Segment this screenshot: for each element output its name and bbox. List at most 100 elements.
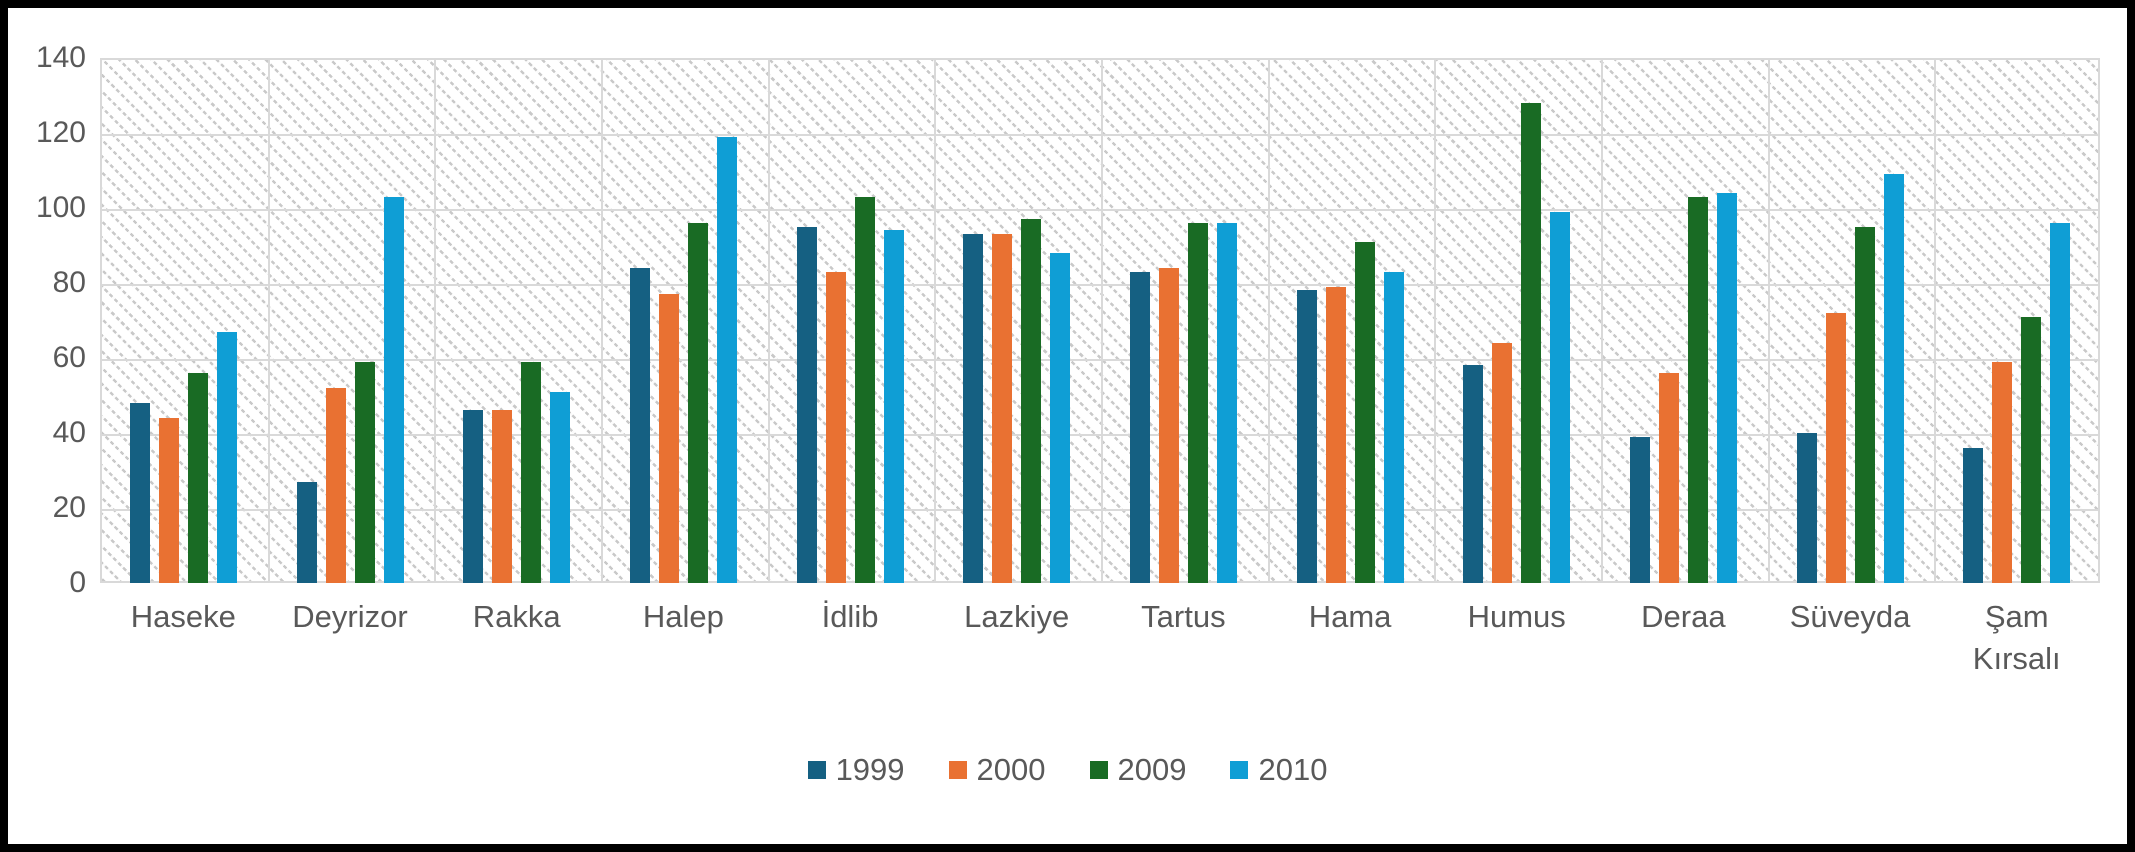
bar-deraa-2010 [1716, 193, 1737, 583]
horizontal-gridline [102, 284, 2098, 286]
y-axis-tick-label: 20 [52, 491, 86, 524]
bar-tartus-2010 [1216, 223, 1237, 583]
bar-deyrizor-2000 [325, 388, 346, 583]
bar-deyrizor-1999 [296, 482, 317, 583]
legend-item-2000: 2000 [948, 750, 1046, 790]
x-axis-label-tartus: Tartus [1141, 599, 1226, 634]
bar-i̇dlib-2010 [883, 230, 904, 583]
legend-swatch-1999 [807, 761, 826, 779]
vertical-gridline [1267, 60, 1270, 581]
bar-lazkiye-2000 [992, 234, 1013, 583]
vertical-gridline [767, 60, 770, 581]
legend: 1999 2000 2009 2010 [8, 750, 2127, 790]
bar-deyrizor-2009 [354, 362, 375, 583]
bar-group-deyrizor [267, 58, 434, 583]
bar-humus-2000 [1492, 343, 1513, 583]
horizontal-gridline [102, 509, 2098, 511]
x-axis-label-deyrizor: Deyrizor [292, 599, 408, 634]
bar-group-hama [1267, 58, 1434, 583]
bar-hama-2000 [1325, 287, 1346, 583]
bar-group-rakka [433, 58, 600, 583]
bar-humus-2010 [1550, 212, 1571, 583]
y-axis-tick-label: 60 [52, 341, 86, 374]
bar-süveyda-1999 [1796, 433, 1817, 583]
bar-group-tartus [1100, 58, 1267, 583]
bar-group-humus [1433, 58, 1600, 583]
legend-label: 2000 [976, 752, 1046, 787]
bar-deraa-1999 [1629, 437, 1650, 583]
bar-humus-1999 [1463, 365, 1484, 583]
x-axis: Haseke Deyrizor Rakka Halep İdlib Lazkiye Tart… [100, 596, 2100, 680]
x-axis-label-deraa: Deraa [1641, 599, 1726, 634]
bar-şam-kırsalı-1999 [1963, 448, 1984, 583]
bar-lazkiye-1999 [963, 234, 984, 583]
horizontal-gridline [102, 209, 2098, 211]
y-axis-tick-label: 80 [52, 266, 86, 299]
y-axis-tick-label: 140 [35, 41, 86, 74]
vertical-gridline [1101, 60, 1103, 581]
bar-group-şam-kırsalı [1933, 58, 2100, 583]
x-axis-label-şam-kırsalı: Şam Kırsalı [1972, 599, 2061, 676]
bar-group-i̇dlib [767, 58, 934, 583]
bar-rakka-2010 [550, 392, 571, 583]
x-axis-label-humus: Humus [1467, 599, 1566, 634]
bar-deraa-2000 [1658, 373, 1679, 583]
legend-swatch-2010 [1230, 761, 1249, 779]
horizontal-gridline [102, 134, 2098, 136]
legend-label: 2009 [1117, 752, 1187, 787]
bar-rakka-1999 [463, 410, 484, 583]
bar-halep-2010 [716, 137, 737, 583]
x-axis-label-rakka: Rakka [472, 599, 561, 634]
x-axis-label-halep: Halep [642, 599, 724, 634]
bar-halep-2009 [687, 223, 708, 583]
bar-şam-kırsalı-2010 [2050, 223, 2071, 583]
bar-tartus-2009 [1187, 223, 1208, 583]
bar-şam-kırsalı-2000 [1992, 362, 2013, 583]
bar-i̇dlib-2009 [854, 197, 875, 583]
bar-rakka-2009 [521, 362, 542, 583]
bar-i̇dlib-2000 [825, 272, 846, 583]
horizontal-gridline [102, 359, 2098, 361]
bar-şam-kırsalı-2009 [2021, 317, 2042, 583]
bar-groups [100, 58, 2100, 583]
legend-swatch-2000 [948, 761, 967, 779]
legend-item-2010: 2010 [1230, 750, 1327, 790]
horizontal-gridline [102, 434, 2098, 436]
bar-süveyda-2009 [1854, 227, 1875, 583]
bar-group-halep [600, 58, 767, 583]
vertical-gridline [1434, 60, 1437, 581]
bar-group-süveyda [1767, 58, 1934, 583]
x-axis-label-süveyda: Süveyda [1789, 599, 1911, 634]
bar-lazkiye-2010 [1050, 253, 1071, 583]
bar-group-lazkiye [933, 58, 1100, 583]
y-axis: 140 120 100 80 60 40 20 0 [8, 41, 86, 599]
y-axis-tick-label: 100 [35, 191, 86, 224]
y-axis-tick-label: 40 [52, 416, 86, 449]
bar-rakka-2000 [492, 410, 513, 583]
legend-label: 1999 [835, 752, 905, 787]
bar-halep-2000 [658, 294, 679, 583]
bar-hama-1999 [1296, 290, 1317, 583]
bar-lazkiye-2009 [1021, 219, 1042, 583]
legend-swatch-2009 [1089, 761, 1108, 779]
bar-hama-2009 [1354, 242, 1375, 583]
bar-hama-2010 [1383, 272, 1404, 583]
bar-süveyda-2010 [1883, 174, 1904, 583]
bar-tartus-2000 [1158, 268, 1179, 583]
legend-label: 2010 [1258, 752, 1328, 787]
legend-item-1999: 1999 [807, 750, 905, 790]
bar-humus-2009 [1521, 103, 1542, 583]
vertical-gridline [1934, 60, 1937, 581]
x-axis-label-i̇dlib: İdlib [821, 599, 879, 634]
bar-deraa-2009 [1687, 197, 1708, 583]
bar-haseke-2010 [216, 332, 237, 583]
y-axis-tick-label: 120 [35, 116, 86, 149]
bar-süveyda-2000 [1825, 313, 1846, 583]
bar-halep-1999 [629, 268, 650, 583]
vertical-gridline [1601, 60, 1603, 581]
vertical-gridline [601, 60, 603, 581]
bar-deyrizor-2010 [383, 197, 404, 583]
x-axis-label-hama: Hama [1308, 599, 1392, 634]
x-axis-label-haseke: Haseke [130, 599, 236, 634]
